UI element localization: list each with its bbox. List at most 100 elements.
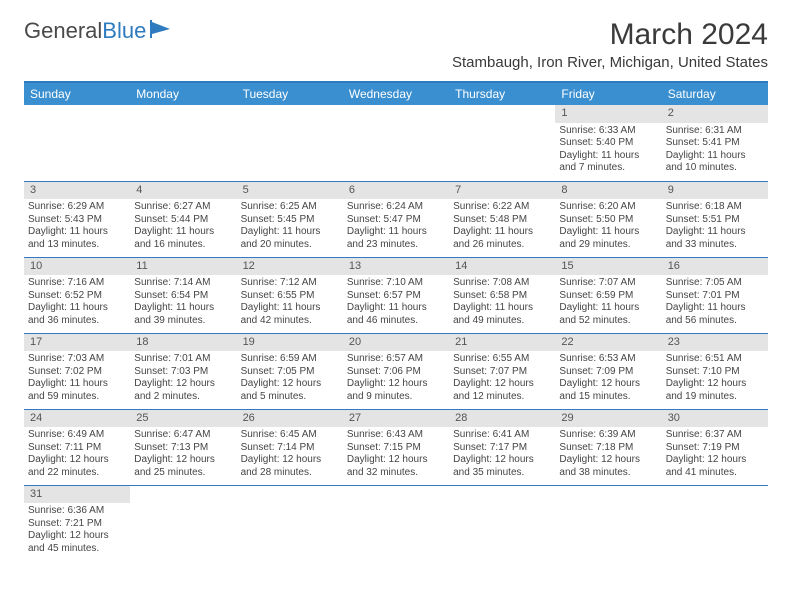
sunset-line: Sunset: 6:57 PM xyxy=(347,290,445,303)
daylight-line: Daylight: 11 hours and 56 minutes. xyxy=(666,302,764,327)
day-number: 4 xyxy=(130,182,236,200)
weekday-header: Thursday xyxy=(449,83,555,105)
day-number: 31 xyxy=(24,486,130,504)
sunset-line: Sunset: 5:45 PM xyxy=(241,214,339,227)
day-number: 17 xyxy=(24,334,130,352)
calendar-cell xyxy=(343,105,449,181)
calendar-body: 1Sunrise: 6:33 AMSunset: 5:40 PMDaylight… xyxy=(24,105,768,561)
calendar-cell: 24Sunrise: 6:49 AMSunset: 7:11 PMDayligh… xyxy=(24,409,130,485)
calendar-cell: 22Sunrise: 6:53 AMSunset: 7:09 PMDayligh… xyxy=(555,333,661,409)
calendar-cell: 23Sunrise: 6:51 AMSunset: 7:10 PMDayligh… xyxy=(662,333,768,409)
calendar-cell: 12Sunrise: 7:12 AMSunset: 6:55 PMDayligh… xyxy=(237,257,343,333)
day-number: 3 xyxy=(24,182,130,200)
sunrise-line: Sunrise: 7:01 AM xyxy=(134,353,232,366)
sunset-line: Sunset: 7:13 PM xyxy=(134,442,232,455)
sunset-line: Sunset: 7:11 PM xyxy=(28,442,126,455)
day-number: 21 xyxy=(449,334,555,352)
calendar-cell xyxy=(343,485,449,561)
calendar-cell xyxy=(24,105,130,181)
calendar-cell: 15Sunrise: 7:07 AMSunset: 6:59 PMDayligh… xyxy=(555,257,661,333)
day-number: 15 xyxy=(555,258,661,276)
calendar-table: SundayMondayTuesdayWednesdayThursdayFrid… xyxy=(24,83,768,561)
daylight-line: Daylight: 11 hours and 59 minutes. xyxy=(28,378,126,403)
sunrise-line: Sunrise: 6:18 AM xyxy=(666,201,764,214)
sunrise-line: Sunrise: 6:24 AM xyxy=(347,201,445,214)
sunrise-line: Sunrise: 6:57 AM xyxy=(347,353,445,366)
calendar-cell: 29Sunrise: 6:39 AMSunset: 7:18 PMDayligh… xyxy=(555,409,661,485)
sunrise-line: Sunrise: 6:49 AM xyxy=(28,429,126,442)
day-number: 13 xyxy=(343,258,449,276)
location-line: Stambaugh, Iron River, Michigan, United … xyxy=(452,54,768,71)
calendar-cell xyxy=(555,485,661,561)
day-number: 2 xyxy=(662,105,768,123)
sunset-line: Sunset: 6:59 PM xyxy=(559,290,657,303)
calendar-cell: 19Sunrise: 6:59 AMSunset: 7:05 PMDayligh… xyxy=(237,333,343,409)
sunrise-line: Sunrise: 7:05 AM xyxy=(666,277,764,290)
sunset-line: Sunset: 7:06 PM xyxy=(347,366,445,379)
title-block: March 2024 Stambaugh, Iron River, Michig… xyxy=(452,18,768,77)
sunset-line: Sunset: 5:40 PM xyxy=(559,137,657,150)
sunset-line: Sunset: 6:52 PM xyxy=(28,290,126,303)
daylight-line: Daylight: 11 hours and 29 minutes. xyxy=(559,226,657,251)
daylight-line: Daylight: 11 hours and 16 minutes. xyxy=(134,226,232,251)
weekday-header: Saturday xyxy=(662,83,768,105)
sunset-line: Sunset: 5:41 PM xyxy=(666,137,764,150)
calendar-cell: 14Sunrise: 7:08 AMSunset: 6:58 PMDayligh… xyxy=(449,257,555,333)
calendar-cell xyxy=(449,105,555,181)
calendar-cell: 18Sunrise: 7:01 AMSunset: 7:03 PMDayligh… xyxy=(130,333,236,409)
weekday-header: Tuesday xyxy=(237,83,343,105)
sunset-line: Sunset: 7:15 PM xyxy=(347,442,445,455)
calendar-cell: 6Sunrise: 6:24 AMSunset: 5:47 PMDaylight… xyxy=(343,181,449,257)
daylight-line: Daylight: 11 hours and 33 minutes. xyxy=(666,226,764,251)
sunset-line: Sunset: 7:10 PM xyxy=(666,366,764,379)
flag-icon xyxy=(150,18,172,44)
brand-logo: GeneralBlue xyxy=(24,18,172,44)
calendar-cell xyxy=(662,485,768,561)
calendar-cell: 21Sunrise: 6:55 AMSunset: 7:07 PMDayligh… xyxy=(449,333,555,409)
calendar-cell: 5Sunrise: 6:25 AMSunset: 5:45 PMDaylight… xyxy=(237,181,343,257)
day-number: 8 xyxy=(555,182,661,200)
day-number: 12 xyxy=(237,258,343,276)
daylight-line: Daylight: 12 hours and 32 minutes. xyxy=(347,454,445,479)
sunset-line: Sunset: 7:18 PM xyxy=(559,442,657,455)
daylight-line: Daylight: 12 hours and 38 minutes. xyxy=(559,454,657,479)
calendar-cell: 25Sunrise: 6:47 AMSunset: 7:13 PMDayligh… xyxy=(130,409,236,485)
brand-part2: Blue xyxy=(102,18,146,44)
day-number: 16 xyxy=(662,258,768,276)
calendar-cell: 26Sunrise: 6:45 AMSunset: 7:14 PMDayligh… xyxy=(237,409,343,485)
daylight-line: Daylight: 12 hours and 15 minutes. xyxy=(559,378,657,403)
calendar-cell: 11Sunrise: 7:14 AMSunset: 6:54 PMDayligh… xyxy=(130,257,236,333)
sunrise-line: Sunrise: 6:37 AM xyxy=(666,429,764,442)
sunrise-line: Sunrise: 6:20 AM xyxy=(559,201,657,214)
sunrise-line: Sunrise: 7:16 AM xyxy=(28,277,126,290)
sunrise-line: Sunrise: 6:25 AM xyxy=(241,201,339,214)
sunrise-line: Sunrise: 6:31 AM xyxy=(666,125,764,138)
daylight-line: Daylight: 12 hours and 45 minutes. xyxy=(28,530,126,555)
calendar-cell xyxy=(130,485,236,561)
calendar-week: 3Sunrise: 6:29 AMSunset: 5:43 PMDaylight… xyxy=(24,181,768,257)
daylight-line: Daylight: 12 hours and 22 minutes. xyxy=(28,454,126,479)
sunset-line: Sunset: 6:58 PM xyxy=(453,290,551,303)
daylight-line: Daylight: 11 hours and 7 minutes. xyxy=(559,150,657,175)
sunset-line: Sunset: 7:02 PM xyxy=(28,366,126,379)
calendar-cell: 28Sunrise: 6:41 AMSunset: 7:17 PMDayligh… xyxy=(449,409,555,485)
calendar-cell: 2Sunrise: 6:31 AMSunset: 5:41 PMDaylight… xyxy=(662,105,768,181)
daylight-line: Daylight: 11 hours and 42 minutes. xyxy=(241,302,339,327)
sunset-line: Sunset: 7:21 PM xyxy=(28,518,126,531)
sunrise-line: Sunrise: 6:47 AM xyxy=(134,429,232,442)
sunrise-line: Sunrise: 6:22 AM xyxy=(453,201,551,214)
weekday-header: Wednesday xyxy=(343,83,449,105)
sunset-line: Sunset: 6:54 PM xyxy=(134,290,232,303)
sunrise-line: Sunrise: 6:55 AM xyxy=(453,353,551,366)
calendar-week: 31Sunrise: 6:36 AMSunset: 7:21 PMDayligh… xyxy=(24,485,768,561)
daylight-line: Daylight: 11 hours and 23 minutes. xyxy=(347,226,445,251)
sunset-line: Sunset: 7:05 PM xyxy=(241,366,339,379)
header: GeneralBlue March 2024 Stambaugh, Iron R… xyxy=(24,18,768,77)
daylight-line: Daylight: 11 hours and 39 minutes. xyxy=(134,302,232,327)
sunrise-line: Sunrise: 7:07 AM xyxy=(559,277,657,290)
sunset-line: Sunset: 7:17 PM xyxy=(453,442,551,455)
weekday-header: Friday xyxy=(555,83,661,105)
sunset-line: Sunset: 7:07 PM xyxy=(453,366,551,379)
day-number: 10 xyxy=(24,258,130,276)
day-number: 27 xyxy=(343,410,449,428)
